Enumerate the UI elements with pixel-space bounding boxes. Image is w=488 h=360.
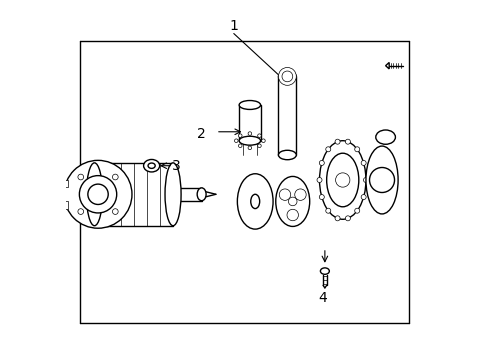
FancyBboxPatch shape bbox=[61, 202, 67, 208]
Circle shape bbox=[361, 194, 366, 199]
Circle shape bbox=[78, 209, 83, 215]
Circle shape bbox=[354, 208, 359, 213]
Circle shape bbox=[354, 147, 359, 152]
Ellipse shape bbox=[365, 146, 397, 214]
Circle shape bbox=[247, 132, 251, 135]
Circle shape bbox=[279, 189, 290, 201]
Circle shape bbox=[363, 177, 367, 183]
Ellipse shape bbox=[250, 194, 259, 208]
Circle shape bbox=[238, 144, 242, 148]
Circle shape bbox=[345, 216, 350, 221]
Ellipse shape bbox=[143, 159, 160, 172]
Circle shape bbox=[79, 176, 117, 213]
Ellipse shape bbox=[278, 150, 296, 160]
FancyBboxPatch shape bbox=[61, 180, 67, 187]
Circle shape bbox=[334, 139, 339, 144]
Circle shape bbox=[286, 209, 298, 221]
Circle shape bbox=[282, 71, 292, 82]
Text: 1: 1 bbox=[229, 19, 238, 33]
Circle shape bbox=[294, 189, 305, 201]
Ellipse shape bbox=[164, 163, 181, 226]
Ellipse shape bbox=[278, 72, 296, 81]
Text: 3: 3 bbox=[172, 159, 181, 173]
Circle shape bbox=[257, 144, 261, 148]
Ellipse shape bbox=[326, 153, 358, 207]
Ellipse shape bbox=[239, 136, 260, 145]
Circle shape bbox=[261, 139, 264, 143]
Ellipse shape bbox=[320, 268, 328, 274]
Circle shape bbox=[345, 139, 350, 144]
Circle shape bbox=[325, 208, 330, 213]
Circle shape bbox=[278, 67, 296, 85]
Ellipse shape bbox=[375, 130, 395, 144]
Ellipse shape bbox=[239, 100, 260, 109]
Polygon shape bbox=[278, 76, 296, 155]
Circle shape bbox=[247, 146, 251, 150]
Circle shape bbox=[361, 161, 366, 166]
Ellipse shape bbox=[319, 141, 365, 219]
Circle shape bbox=[319, 161, 324, 166]
Circle shape bbox=[64, 160, 132, 228]
Ellipse shape bbox=[148, 163, 155, 168]
Circle shape bbox=[112, 174, 118, 180]
Polygon shape bbox=[385, 63, 388, 69]
Circle shape bbox=[288, 197, 296, 206]
Text: 4: 4 bbox=[318, 291, 327, 305]
Circle shape bbox=[88, 184, 108, 204]
Circle shape bbox=[325, 147, 330, 152]
Circle shape bbox=[334, 216, 339, 221]
Ellipse shape bbox=[86, 163, 102, 226]
Circle shape bbox=[78, 174, 83, 180]
Text: 2: 2 bbox=[197, 127, 205, 140]
Polygon shape bbox=[239, 105, 260, 141]
Circle shape bbox=[319, 194, 324, 199]
Circle shape bbox=[238, 134, 242, 138]
Ellipse shape bbox=[275, 176, 309, 226]
Circle shape bbox=[112, 209, 118, 215]
Circle shape bbox=[335, 173, 349, 187]
Ellipse shape bbox=[197, 188, 205, 201]
Circle shape bbox=[234, 139, 238, 143]
Circle shape bbox=[316, 177, 322, 183]
Circle shape bbox=[369, 167, 394, 193]
Circle shape bbox=[257, 134, 261, 138]
Ellipse shape bbox=[237, 174, 272, 229]
